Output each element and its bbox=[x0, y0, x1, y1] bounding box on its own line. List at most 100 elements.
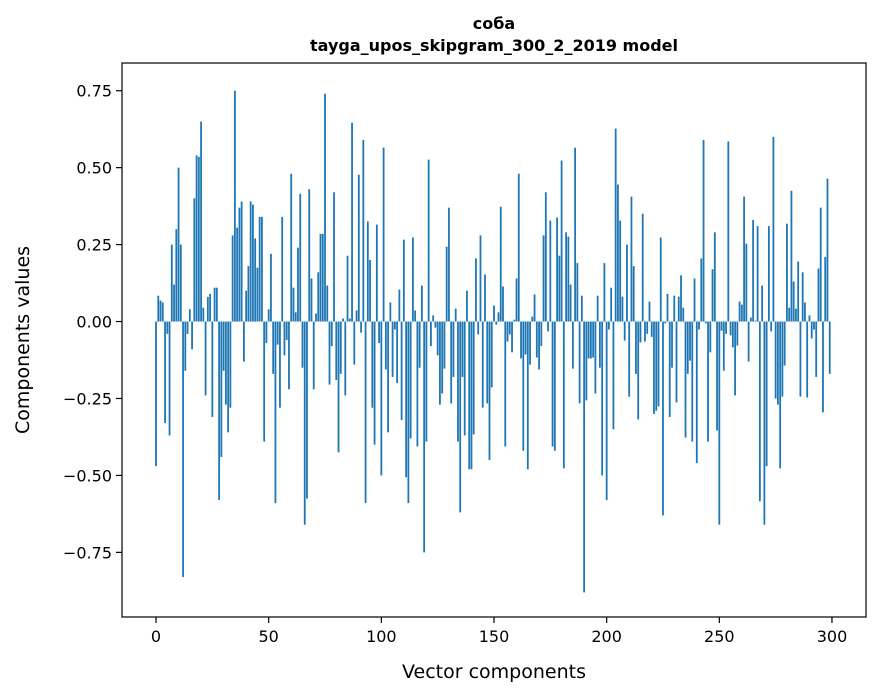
bar bbox=[725, 321, 727, 334]
y-tick-label: 0.25 bbox=[76, 236, 112, 255]
bar bbox=[411, 237, 414, 322]
bar bbox=[689, 321, 691, 361]
bar bbox=[375, 224, 378, 322]
bar bbox=[301, 321, 304, 368]
bar bbox=[303, 321, 306, 525]
bar bbox=[254, 238, 257, 322]
bar bbox=[497, 312, 500, 322]
bar bbox=[346, 255, 349, 322]
bar bbox=[662, 321, 664, 516]
bar bbox=[608, 321, 610, 330]
bar bbox=[299, 193, 302, 322]
bar bbox=[596, 295, 599, 322]
bar bbox=[204, 321, 207, 396]
bar bbox=[698, 321, 700, 330]
bar bbox=[281, 216, 284, 322]
x-tick-label: 300 bbox=[817, 627, 848, 646]
bar bbox=[213, 287, 216, 322]
bar bbox=[605, 321, 608, 501]
bar bbox=[774, 321, 777, 399]
bar bbox=[342, 318, 344, 322]
x-tick-label: 50 bbox=[259, 627, 279, 646]
y-tick-label: 0.75 bbox=[76, 82, 112, 101]
bar bbox=[772, 136, 775, 322]
bar bbox=[290, 173, 293, 322]
bar bbox=[488, 321, 491, 461]
bar bbox=[614, 128, 617, 322]
bar bbox=[270, 253, 272, 322]
bar bbox=[788, 307, 791, 322]
bar bbox=[822, 321, 824, 413]
bar bbox=[448, 207, 450, 322]
bar bbox=[202, 307, 205, 322]
bar bbox=[276, 321, 279, 345]
bar bbox=[734, 321, 736, 396]
bar bbox=[716, 321, 718, 431]
bar bbox=[364, 321, 367, 504]
bar bbox=[215, 287, 218, 322]
bar bbox=[826, 178, 829, 322]
bar bbox=[161, 302, 164, 322]
bar bbox=[249, 201, 252, 322]
bar bbox=[369, 259, 371, 322]
bar bbox=[776, 321, 779, 405]
bar bbox=[722, 321, 725, 371]
bar bbox=[810, 321, 813, 339]
bar bbox=[396, 321, 399, 384]
bar bbox=[804, 302, 806, 322]
bar bbox=[357, 174, 360, 322]
bar bbox=[666, 293, 669, 322]
bar bbox=[407, 321, 410, 504]
bar bbox=[443, 321, 446, 369]
bar bbox=[580, 295, 583, 322]
y-tick-label: −0.50 bbox=[63, 466, 112, 485]
bar bbox=[526, 321, 529, 470]
bar bbox=[387, 321, 390, 433]
bar bbox=[191, 321, 193, 350]
bar bbox=[513, 319, 516, 322]
bar bbox=[540, 321, 543, 347]
bar bbox=[182, 321, 184, 577]
bar bbox=[752, 219, 755, 322]
bar bbox=[544, 192, 547, 322]
bar bbox=[639, 321, 642, 343]
bar bbox=[635, 321, 637, 374]
bar bbox=[312, 321, 315, 390]
bar bbox=[707, 321, 709, 442]
bar bbox=[315, 313, 317, 322]
y-tick-label: 0.00 bbox=[76, 313, 112, 332]
bar bbox=[653, 321, 655, 414]
bar bbox=[310, 278, 313, 322]
bar bbox=[547, 321, 549, 332]
bar bbox=[619, 220, 622, 322]
bar bbox=[481, 321, 484, 408]
bar bbox=[472, 321, 475, 435]
bar bbox=[797, 261, 800, 322]
x-tick-label: 250 bbox=[704, 627, 735, 646]
bar bbox=[261, 216, 263, 322]
bar bbox=[479, 235, 482, 322]
bar bbox=[648, 301, 651, 322]
bar bbox=[763, 321, 766, 525]
bar bbox=[671, 321, 673, 368]
bar bbox=[553, 321, 556, 451]
bar bbox=[195, 155, 198, 322]
bar bbox=[227, 321, 230, 433]
bar bbox=[630, 196, 633, 322]
bar bbox=[587, 321, 590, 359]
bar bbox=[432, 315, 435, 322]
bar bbox=[238, 207, 241, 322]
y-tick-label: −0.25 bbox=[63, 389, 112, 408]
bar bbox=[380, 321, 383, 476]
x-tick-label: 200 bbox=[591, 627, 622, 646]
bar bbox=[720, 321, 723, 331]
bar bbox=[344, 321, 347, 396]
bar bbox=[535, 321, 538, 358]
bar bbox=[231, 235, 234, 322]
bar bbox=[274, 321, 277, 504]
bar bbox=[220, 321, 223, 457]
bar bbox=[297, 247, 299, 322]
bar bbox=[173, 284, 175, 322]
bar bbox=[799, 321, 802, 397]
